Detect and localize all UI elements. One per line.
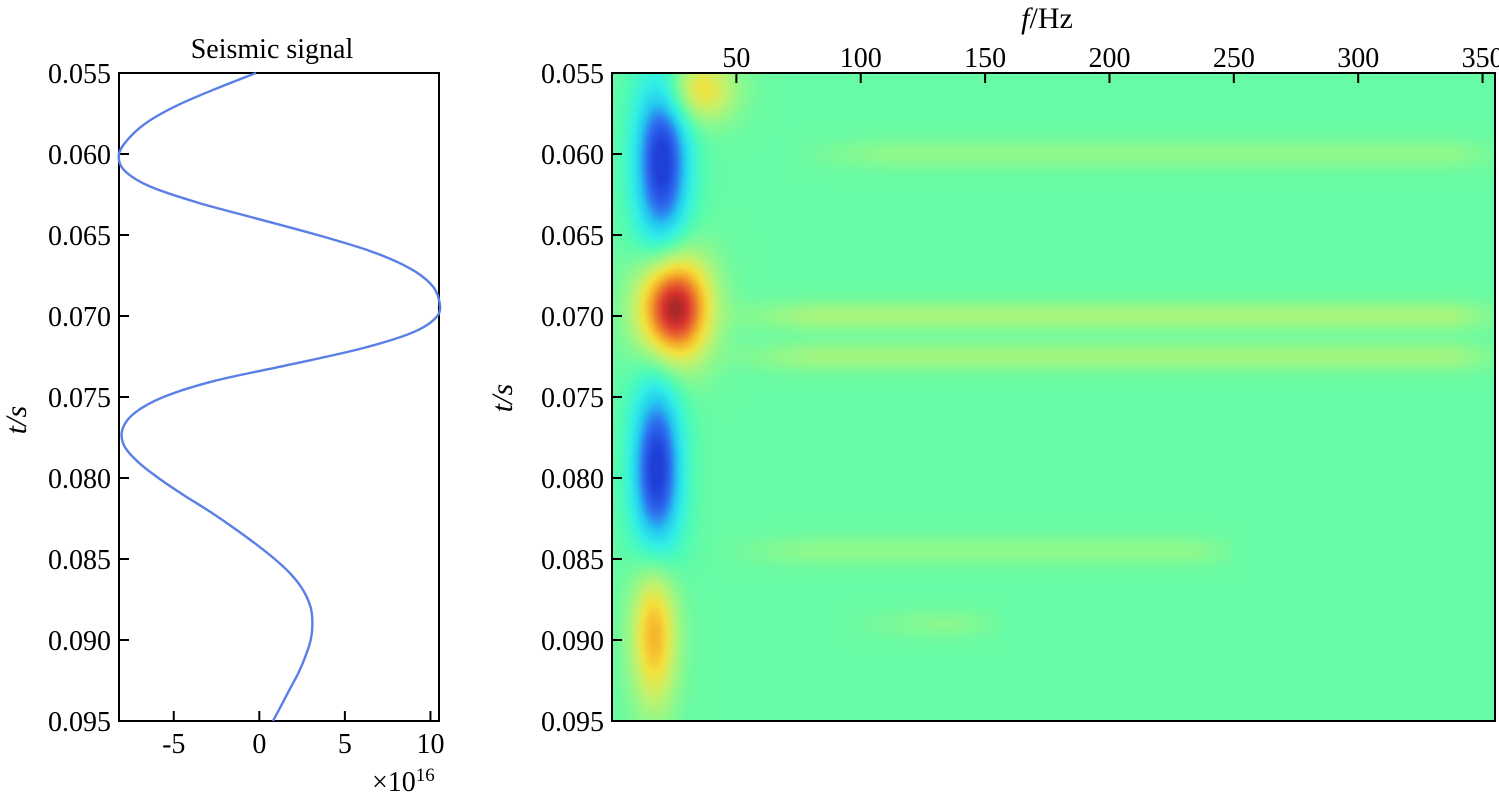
heatmap-x-tick-label: 200 <box>1088 43 1130 74</box>
heatmap-x-tick-label: 100 <box>840 43 882 74</box>
signal-y-tick-label: 0.095 <box>48 707 111 738</box>
signal-y-tick-label: 0.090 <box>48 626 111 657</box>
heatmap-x-tick-label: 350 <box>1462 43 1499 74</box>
signal-y-tick-label: 0.080 <box>48 464 111 495</box>
heatmap-y-axis-title: t/s <box>486 384 519 412</box>
heatmap-x-tick-label: 250 <box>1213 43 1255 74</box>
heatmap-y-tick-label: 0.095 <box>541 707 604 738</box>
time-frequency-heatmap <box>612 73 1495 721</box>
multiplier-exponent: 16 <box>416 765 435 786</box>
multiplier-base: ×10 <box>372 767 416 798</box>
heatmap-y-tick-label: 0.075 <box>541 383 604 414</box>
heatmap-x-tick-label: 150 <box>964 43 1006 74</box>
signal-y-tick-label: 0.055 <box>48 59 111 90</box>
signal-y-tick-label: 0.065 <box>48 221 111 252</box>
heatmap-y-tick-label: 0.090 <box>541 626 604 657</box>
signal-y-ticks: 0.055 0.060 0.065 0.070 0.075 0.080 0.085 0.090… <box>48 59 129 738</box>
signal-x-tick-label: 10 <box>416 729 444 760</box>
signal-y-tick-label: 0.070 <box>48 302 111 333</box>
seismic-signal-panel: Seismic signal 0.055 0.060 0.065 0.070 0.075… <box>0 34 444 798</box>
signal-plot-frame <box>118 72 440 722</box>
signal-y-tick-label: 0.085 <box>48 545 111 576</box>
heatmap-x-tick-label: 50 <box>722 43 750 74</box>
heatmap-x-tick-label: 300 <box>1337 43 1379 74</box>
heatmap-y-tick-label: 0.060 <box>541 140 604 171</box>
signal-x-tick-label: 5 <box>338 729 352 760</box>
heatmap-x-axis-title-unit: /Hz <box>1030 2 1073 35</box>
signal-y-axis-title: t/s <box>0 406 33 434</box>
time-frequency-panel: f/Hz 0.055 0.060 0.065 0.070 0.075 0.080 0.085… <box>486 2 1499 738</box>
seismic-signal-line <box>117 71 442 722</box>
heatmap-y-tick-label: 0.055 <box>541 59 604 90</box>
signal-x-tick-label: 0 <box>252 729 266 760</box>
signal-x-multiplier: ×1016 <box>372 765 435 798</box>
signal-y-tick-label: 0.075 <box>48 383 111 414</box>
heatmap-x-axis-title: f/Hz <box>1021 2 1073 35</box>
heatmap-y-ticks: 0.055 0.060 0.065 0.070 0.075 0.080 0.085 0.090… <box>541 59 622 738</box>
heatmap-y-tick-label: 0.070 <box>541 302 604 333</box>
heatmap-x-ticks: 50 100 150 200 250 300 350 <box>722 43 1499 83</box>
heatmap-y-tick-label: 0.085 <box>541 545 604 576</box>
signal-x-tick-label: -5 <box>162 729 185 760</box>
signal-title: Seismic signal <box>191 34 354 65</box>
heatmap-y-tick-label: 0.080 <box>541 464 604 495</box>
heatmap-y-tick-label: 0.065 <box>541 221 604 252</box>
signal-y-tick-label: 0.060 <box>48 140 111 171</box>
signal-x-ticks: -5 0 5 10 <box>162 711 444 760</box>
